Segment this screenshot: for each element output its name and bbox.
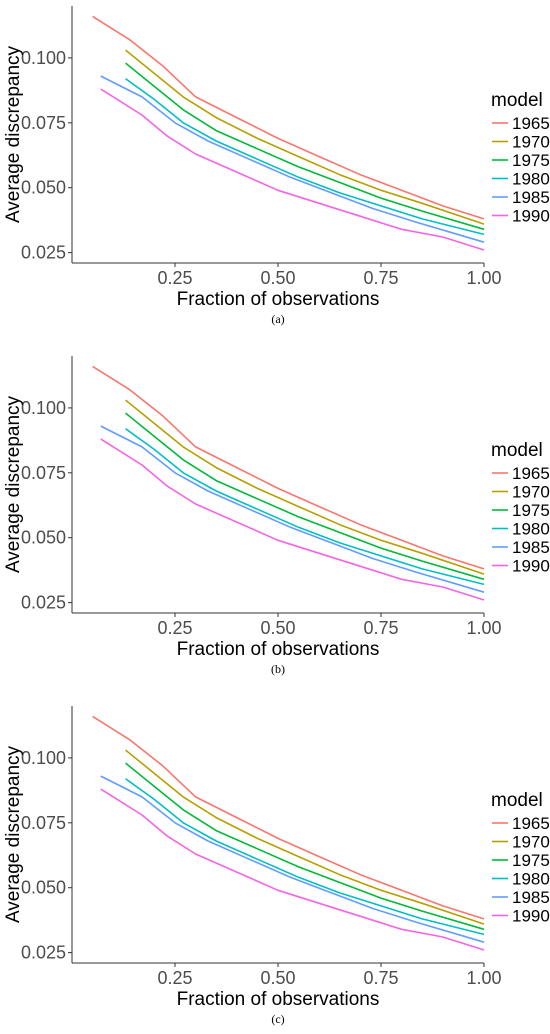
- y-tick-label: 0.025: [21, 593, 66, 613]
- series-line-1975: [125, 762, 485, 931]
- panel-caption: (c): [271, 1012, 284, 1026]
- y-tick-label: 0.075: [21, 113, 66, 133]
- y-axis-title: Average discrepancy: [3, 45, 24, 223]
- y-tick-label: 0.050: [21, 178, 66, 198]
- series-line-1970: [125, 399, 485, 575]
- legend-label-1965: 1965: [512, 114, 550, 133]
- y-tick-label: 0.050: [21, 528, 66, 548]
- y-tick-label: 0.075: [21, 813, 66, 833]
- legend-label-1975: 1975: [512, 501, 550, 520]
- legend-title: model: [491, 90, 543, 111]
- x-tick-label: 0.50: [260, 618, 295, 638]
- legend-label-1970: 1970: [512, 833, 550, 852]
- series-line-1985: [100, 425, 485, 593]
- legend-label-1975: 1975: [512, 151, 550, 170]
- series-line-1965: [92, 15, 485, 220]
- series-line-1975: [125, 412, 485, 581]
- x-tick-label: 1.00: [466, 968, 501, 988]
- legend-label-1965: 1965: [512, 464, 550, 483]
- legend-label-1980: 1980: [512, 520, 550, 539]
- x-tick-label: 0.75: [363, 968, 398, 988]
- series-line-1980: [125, 778, 485, 936]
- series-line-1985: [100, 75, 485, 243]
- panel-caption: (a): [271, 312, 284, 326]
- x-axis-title: Fraction of observations: [177, 639, 380, 660]
- y-axis-title: Average discrepancy: [3, 395, 24, 573]
- x-tick-label: 0.75: [363, 618, 398, 638]
- legend-label-1990: 1990: [512, 557, 550, 576]
- series-line-1980: [125, 78, 485, 236]
- y-axis-title: Average discrepancy: [3, 745, 24, 923]
- series-line-1965: [92, 365, 485, 570]
- y-tick-label: 0.100: [21, 398, 66, 418]
- x-axis-title: Fraction of observations: [177, 989, 380, 1010]
- series-line-1985: [100, 775, 485, 943]
- series-line-1970: [125, 749, 485, 925]
- legend-label-1985: 1985: [512, 188, 550, 207]
- x-tick-label: 0.25: [157, 618, 192, 638]
- legend-label-1970: 1970: [512, 483, 550, 502]
- x-tick-label: 0.75: [363, 268, 398, 288]
- legend-label-1965: 1965: [512, 814, 550, 833]
- legend-title: model: [491, 790, 543, 811]
- x-axis-title: Fraction of observations: [177, 289, 380, 310]
- y-tick-label: 0.025: [21, 943, 66, 963]
- series-line-1990: [100, 788, 485, 951]
- y-tick-label: 0.100: [21, 748, 66, 768]
- legend-label-1985: 1985: [512, 888, 550, 907]
- legend-title: model: [491, 440, 543, 461]
- legend-label-1975: 1975: [512, 851, 550, 870]
- legend-label-1980: 1980: [512, 870, 550, 889]
- chart-panel-2: 0.025 0.050 0.075 0.100 0.25 0.50 0.75 1.00 Frac…: [3, 356, 550, 676]
- legend-label-1990: 1990: [512, 207, 550, 226]
- x-tick-label: 1.00: [466, 268, 501, 288]
- chart-panel-3: 0.025 0.050 0.075 0.100 0.25 0.50 0.75 1.00 Frac…: [3, 706, 550, 1026]
- x-tick-label: 0.50: [260, 968, 295, 988]
- y-tick-label: 0.050: [21, 878, 66, 898]
- x-tick-label: 0.50: [260, 268, 295, 288]
- series-line-1965: [92, 715, 485, 920]
- y-tick-label: 0.100: [21, 48, 66, 68]
- series-line-1990: [100, 88, 485, 251]
- x-tick-label: 1.00: [466, 618, 501, 638]
- legend-label-1990: 1990: [512, 907, 550, 926]
- legend-label-1980: 1980: [512, 170, 550, 189]
- x-tick-label: 0.25: [157, 968, 192, 988]
- series-line-1990: [100, 438, 485, 601]
- y-tick-label: 0.075: [21, 463, 66, 483]
- panel-caption: (b): [271, 662, 285, 676]
- legend-label-1970: 1970: [512, 133, 550, 152]
- series-line-1970: [125, 49, 485, 225]
- chart-panel-1: 0.025 0.050 0.075 0.100 0.25 0.50 0.75 1.00 Frac…: [3, 6, 550, 326]
- series-line-1975: [125, 62, 485, 231]
- x-tick-label: 0.25: [157, 268, 192, 288]
- series-line-1980: [125, 428, 485, 586]
- y-tick-label: 0.025: [21, 243, 66, 263]
- legend-label-1985: 1985: [512, 538, 550, 557]
